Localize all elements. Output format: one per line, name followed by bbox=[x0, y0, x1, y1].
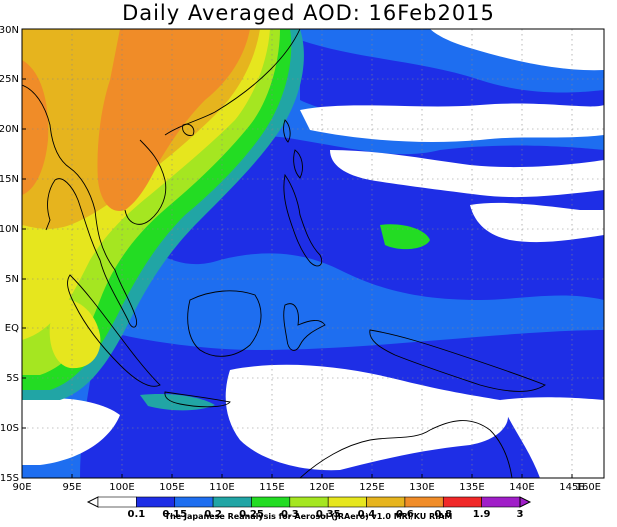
map-grid bbox=[22, 29, 604, 478]
aod-high-zone-west bbox=[22, 60, 49, 195]
aod-high-zone bbox=[97, 29, 250, 211]
coast-hainan bbox=[182, 123, 195, 136]
lat-label: 15N bbox=[0, 174, 19, 185]
colorbar-label: 0.4 bbox=[358, 509, 376, 520]
colorbar-label: 0.6 bbox=[396, 509, 414, 520]
colorbar-label: 0.15 bbox=[162, 509, 187, 520]
aod-clean-region-south bbox=[225, 364, 509, 471]
coast-newguinea bbox=[369, 329, 546, 392]
map-frame bbox=[21, 28, 605, 479]
aod-clean-region-pacific bbox=[470, 202, 604, 243]
colorbar-swatch bbox=[442, 496, 482, 508]
colorbar: 0.1 0.15 0.2 0.25 0.3 0.35 0.4 0.6 0.8 1.9 3 bbox=[86, 496, 532, 520]
lat-label: 10S bbox=[0, 423, 19, 434]
lon-label: 100E bbox=[109, 482, 134, 493]
aod-clean-region-top bbox=[430, 29, 604, 71]
coast-mainland bbox=[22, 84, 138, 328]
colorbar-label: 0.2 bbox=[204, 509, 222, 520]
colorbar-label: 0.3 bbox=[281, 509, 299, 520]
coast-taiwan bbox=[283, 119, 291, 143]
lon-label: 135E bbox=[459, 482, 484, 493]
colorbar-swatch bbox=[136, 496, 176, 508]
lon-label: 90E bbox=[12, 482, 31, 493]
colorbar-label: 1.9 bbox=[473, 509, 491, 520]
colorbar-label: 0.8 bbox=[434, 509, 452, 520]
coast-borneo bbox=[187, 290, 262, 357]
colorbar-label: 0.25 bbox=[239, 509, 264, 520]
aod-clean-region-east bbox=[330, 150, 604, 198]
map-title: Daily Averaged AOD: 16Feb2015 bbox=[122, 1, 495, 25]
aod-clean-region-se bbox=[500, 397, 604, 478]
colorbar-swatch bbox=[404, 496, 444, 508]
colorbar-left-arrow bbox=[86, 496, 99, 508]
lat-label: 30N bbox=[0, 25, 19, 36]
lat-label: EQ bbox=[5, 323, 19, 334]
coast-philippines bbox=[283, 173, 323, 267]
colorbar-right-arrow bbox=[519, 496, 532, 508]
lon-label: 140E bbox=[509, 482, 534, 493]
lon-label: 160E bbox=[576, 482, 601, 493]
lat-labels: 30N 25N 20N 15N 10N 5N EQ 5S 10S 15S bbox=[0, 25, 19, 484]
colorbar-swatch bbox=[327, 496, 367, 508]
lon-label: 95E bbox=[62, 482, 81, 493]
lon-label: 145E bbox=[559, 482, 584, 493]
colorbar-label: 3 bbox=[517, 509, 524, 520]
lon-label: 120E bbox=[309, 482, 334, 493]
colorbar-label: 0.1 bbox=[128, 509, 146, 520]
aod-clean-region-north bbox=[300, 103, 604, 142]
coastlines bbox=[22, 29, 546, 478]
coast-australia bbox=[299, 420, 513, 478]
colorbar-label: 0.35 bbox=[316, 509, 341, 520]
lat-label: 10N bbox=[0, 224, 19, 235]
colorbar-swatch bbox=[366, 496, 406, 508]
lat-label: 20N bbox=[0, 124, 19, 135]
aod-low-zone-north bbox=[300, 40, 604, 125]
coast-indochina bbox=[124, 29, 301, 225]
lon-label: 110E bbox=[209, 482, 234, 493]
lon-label: 115E bbox=[259, 482, 284, 493]
colorbar-swatch bbox=[481, 496, 521, 508]
aod-patch-east bbox=[380, 224, 430, 250]
aod-patch-sumatra bbox=[49, 299, 101, 369]
coast-sulawesi bbox=[283, 303, 326, 351]
tick-marks bbox=[22, 78, 573, 478]
lon-label: 125E bbox=[359, 482, 384, 493]
lon-label: 130E bbox=[409, 482, 434, 493]
colorbar-swatch bbox=[97, 496, 137, 508]
coast-java bbox=[164, 391, 231, 408]
lon-label: 105E bbox=[159, 482, 184, 493]
colorbar-swatch bbox=[212, 496, 252, 508]
lon-labels: 90E 95E 100E 105E 110E 115E 120E 125E 13… bbox=[12, 482, 601, 493]
colorbar-swatch bbox=[289, 496, 329, 508]
lat-label: 15S bbox=[0, 473, 19, 484]
coast-luzon bbox=[293, 149, 303, 179]
coast-sumatra bbox=[67, 274, 161, 387]
colorbar-swatch bbox=[174, 496, 214, 508]
aod-clean-region-sw bbox=[22, 398, 120, 465]
lat-label: 5S bbox=[6, 373, 19, 384]
lat-label: 5N bbox=[5, 274, 19, 285]
colorbar-swatch bbox=[251, 496, 291, 508]
aod-field bbox=[22, 29, 604, 478]
credit-line: The Japanese Reanalysis for Aerosol (JRA… bbox=[164, 512, 453, 521]
lat-label: 25N bbox=[0, 74, 19, 85]
